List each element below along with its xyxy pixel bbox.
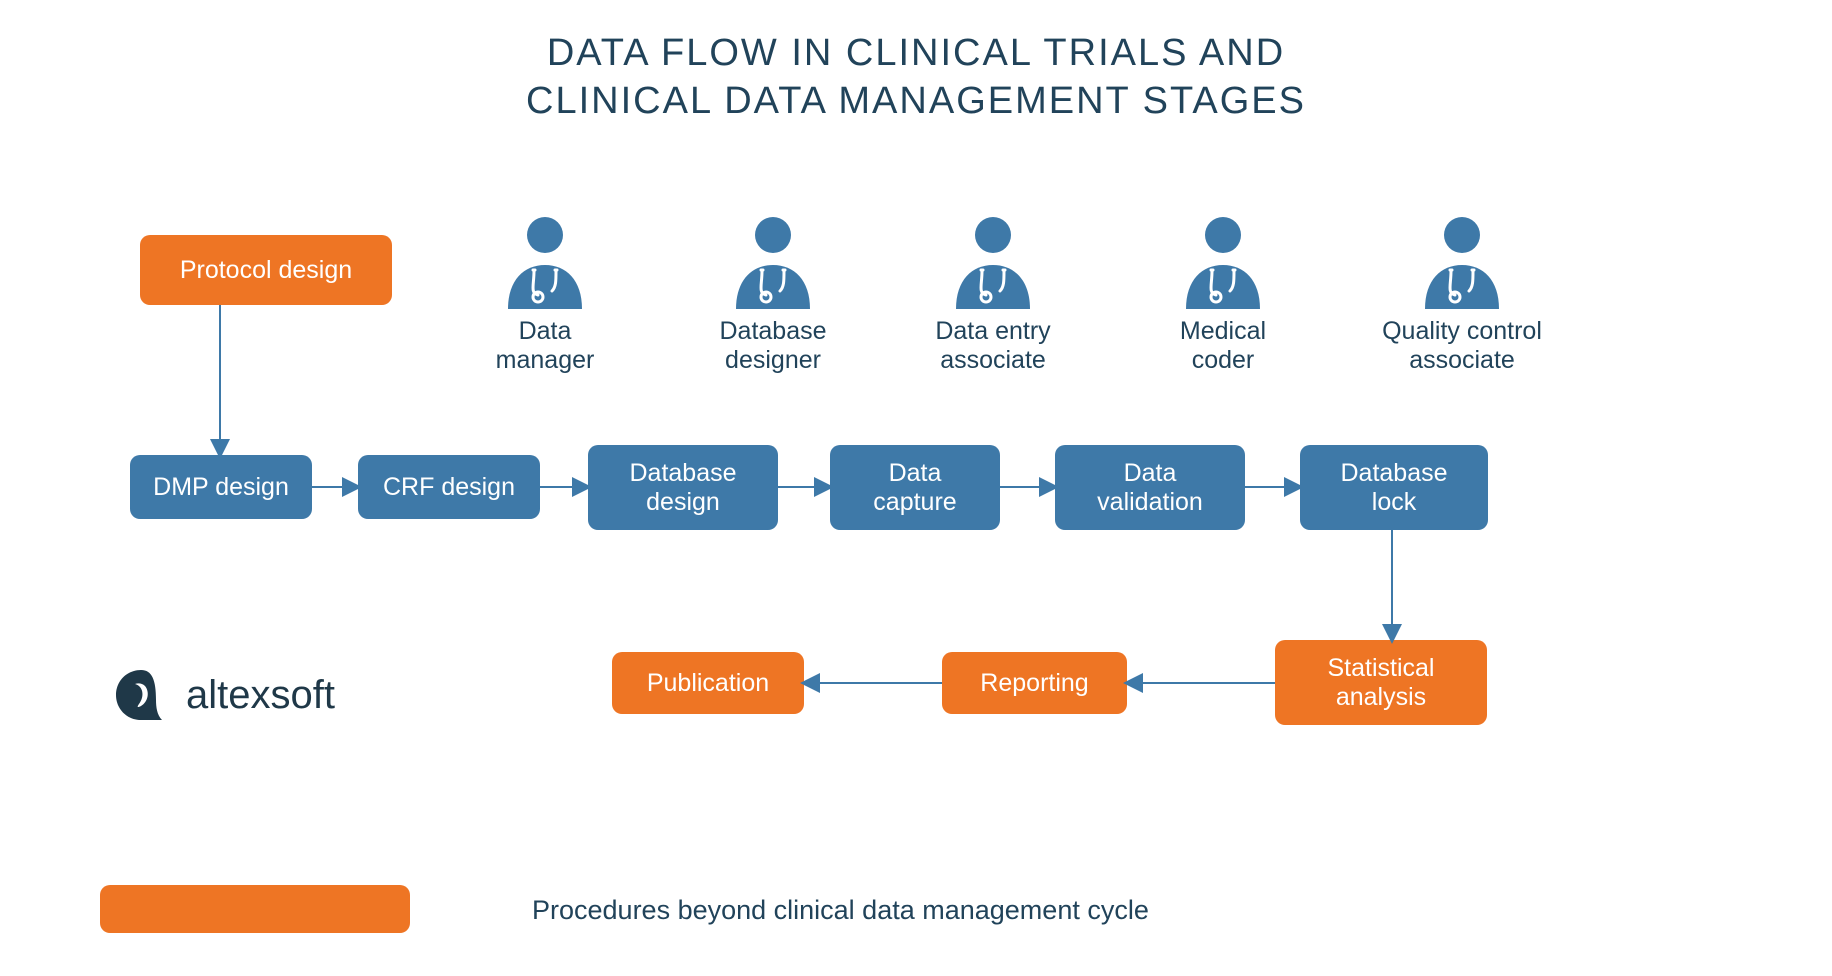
role-3: Medical coder [1128,215,1318,375]
diagram-canvas: DATA FLOW IN CLINICAL TRIALS AND CLINICA… [0,0,1832,976]
box-dbdesign: Database design [588,445,778,530]
box-reporting: Reporting [942,652,1127,714]
role-label-0: Data manager [450,317,640,375]
box-stats: Statistical analysis [1275,640,1487,725]
title-line1: DATA FLOW IN CLINICAL TRIALS AND [547,32,1285,74]
box-validation: Data validation [1055,445,1245,530]
role-label-1: Database designer [678,317,868,375]
altexsoft-logo-icon [112,666,170,724]
box-crf: CRF design [358,455,540,519]
diagram-title: DATA FLOW IN CLINICAL TRIALS AND CLINICA… [0,30,1832,125]
box-capture: Data capture [830,445,1000,530]
altexsoft-logo: altexsoft [112,666,335,724]
role-1: Database designer [678,215,868,375]
role-label-4: Quality control associate [1347,317,1577,375]
box-lock: Database lock [1300,445,1488,530]
title-line2: CLINICAL DATA MANAGEMENT STAGES [526,80,1306,122]
altexsoft-logo-text: altexsoft [186,673,335,718]
role-4: Quality control associate [1347,215,1577,375]
role-0: Data manager [450,215,640,375]
legend-text: Procedures beyond clinical data manageme… [532,895,1149,926]
box-dmp: DMP design [130,455,312,519]
role-label-3: Medical coder [1128,317,1318,375]
legend-swatch [100,885,410,933]
role-label-2: Data entry associate [893,317,1093,375]
box-protocol: Protocol design [140,235,392,305]
role-2: Data entry associate [893,215,1093,375]
box-publication: Publication [612,652,804,714]
